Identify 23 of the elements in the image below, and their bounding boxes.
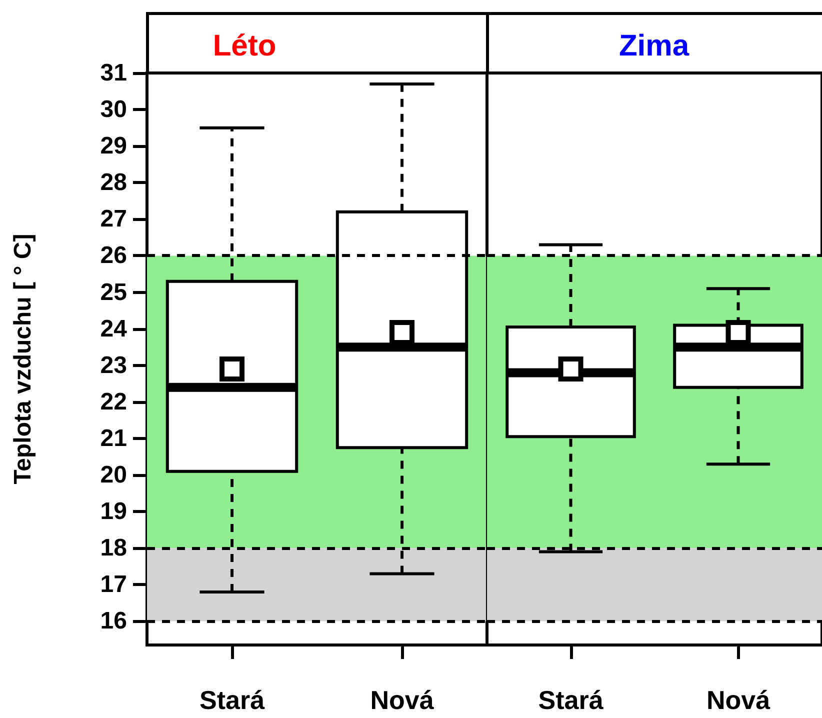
y-tick-label: 28 (100, 169, 127, 196)
y-tick-label: 21 (100, 424, 127, 452)
y-tick-label: 23 (100, 352, 127, 379)
y-tick-label: 19 (100, 498, 127, 526)
y-tick-label: 24 (100, 315, 128, 342)
y-tick-label: 30 (100, 96, 127, 124)
y-tick-label: 22 (100, 388, 127, 416)
y-tick-label: 20 (100, 462, 127, 489)
y-axis-title: Teplota vzduchu [ ° C] (10, 234, 36, 484)
chart-title: Léto (212, 30, 276, 62)
y-tick-label: 27 (100, 206, 127, 233)
y-tick-label: 25 (100, 278, 127, 306)
x-tick-label: Nová (370, 685, 434, 715)
y-tick-label: 18 (100, 534, 127, 562)
x-tick-label: Nová (706, 685, 771, 715)
y-tick-label: 17 (100, 571, 127, 598)
x-tick-label: Stará (538, 685, 604, 715)
y-tick-label: 26 (100, 242, 127, 270)
y-tick-label: 29 (100, 132, 127, 160)
chart-title: Zima (618, 30, 690, 62)
y-tick-label: 16 (100, 608, 127, 635)
x-tick-label: Stará (199, 685, 266, 715)
y-tick-label: 31 (100, 60, 127, 86)
